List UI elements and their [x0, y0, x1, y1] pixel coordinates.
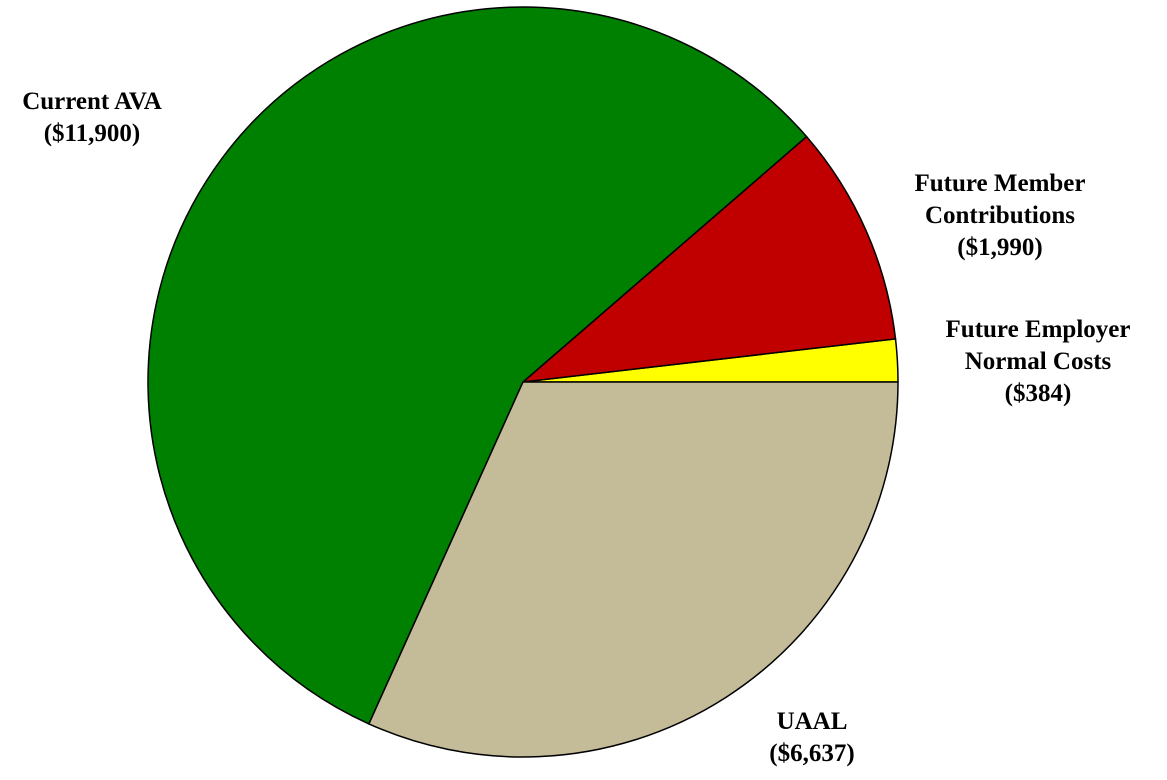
value-label: ($6,637)	[769, 740, 855, 767]
slice-label: UAAL ($6,637)	[737, 706, 887, 770]
slice-label: Future Employer Normal Costs ($384)	[913, 314, 1163, 410]
slice-label: Current AVA ($11,900)	[0, 86, 192, 150]
pie-slice	[520, 135, 897, 384]
category-label: Future Member Contributions	[914, 170, 1086, 229]
category-label: UAAL	[776, 708, 848, 735]
category-label: Current AVA	[22, 88, 162, 115]
category-label: Future Employer Normal Costs	[945, 316, 1131, 375]
pie-slice	[367, 381, 899, 758]
slice-label: Future Member Contributions ($1,990)	[880, 168, 1120, 264]
value-label: ($384)	[1004, 380, 1072, 407]
value-label: ($11,900)	[43, 120, 141, 147]
value-label: ($1,990)	[957, 234, 1043, 261]
pie-slice	[147, 6, 808, 725]
